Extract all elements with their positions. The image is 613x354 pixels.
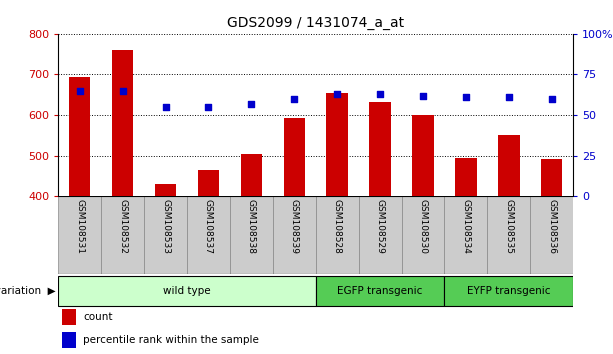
Point (461, 94, 471, 100)
Bar (541, 159, 563, 196)
Bar (284, 118, 305, 196)
Point (246, 101, 256, 107)
Text: GSM108536: GSM108536 (547, 199, 556, 254)
Bar (455, 158, 477, 196)
Bar (241, 154, 262, 196)
Point (161, 104, 170, 110)
Title: GDS2099 / 1431074_a_at: GDS2099 / 1431074_a_at (227, 16, 404, 30)
Bar (187, 196, 230, 274)
Bar (62, 332, 76, 348)
Text: EYFP transgenic: EYFP transgenic (467, 286, 550, 296)
Point (418, 93, 428, 98)
Bar (144, 196, 187, 274)
Point (375, 91, 385, 97)
Text: GSM108533: GSM108533 (161, 199, 170, 254)
Text: GSM108538: GSM108538 (247, 199, 256, 254)
Bar (412, 115, 434, 196)
Bar (58, 276, 316, 306)
Bar (316, 196, 359, 274)
Bar (230, 196, 273, 274)
Point (547, 96, 557, 102)
Text: GSM108539: GSM108539 (290, 199, 299, 254)
Text: EGFP transgenic: EGFP transgenic (337, 286, 423, 296)
Text: GSM108534: GSM108534 (462, 199, 470, 254)
Bar (359, 196, 402, 274)
Bar (444, 276, 573, 306)
Point (504, 94, 514, 100)
Bar (369, 102, 391, 196)
Bar (498, 135, 520, 196)
Text: genotype/variation  ▶: genotype/variation ▶ (0, 286, 55, 296)
Text: GSM108528: GSM108528 (333, 199, 341, 254)
Text: percentile rank within the sample: percentile rank within the sample (83, 335, 259, 345)
Bar (487, 196, 530, 274)
Point (289, 96, 299, 102)
Text: count: count (83, 312, 113, 322)
Bar (112, 50, 134, 196)
Bar (197, 170, 219, 196)
Bar (316, 276, 444, 306)
Text: GSM108530: GSM108530 (419, 199, 427, 254)
Bar (154, 184, 177, 196)
Text: GSM108532: GSM108532 (118, 199, 127, 254)
Bar (273, 196, 316, 274)
Bar (444, 196, 487, 274)
Bar (69, 77, 91, 196)
Point (75, 88, 85, 93)
Point (118, 88, 128, 93)
Text: wild type: wild type (163, 286, 211, 296)
Point (204, 104, 213, 110)
Text: GSM108535: GSM108535 (504, 199, 513, 254)
Point (332, 91, 342, 97)
Text: GSM108529: GSM108529 (376, 199, 384, 254)
Bar (58, 196, 101, 274)
Bar (62, 309, 76, 325)
Bar (402, 196, 444, 274)
Text: GSM108537: GSM108537 (204, 199, 213, 254)
Bar (101, 196, 144, 274)
Bar (530, 196, 573, 274)
Bar (327, 93, 348, 196)
Text: GSM108531: GSM108531 (75, 199, 84, 254)
